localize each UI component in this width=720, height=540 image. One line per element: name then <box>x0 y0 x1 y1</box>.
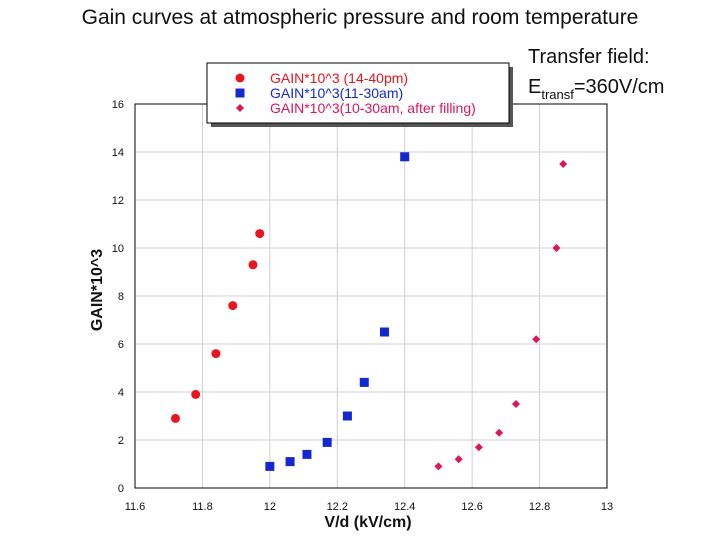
data-point-series-3 <box>552 244 561 252</box>
data-point-series-2 <box>285 457 295 467</box>
y-tick-label: 8 <box>118 291 124 303</box>
data-point-series-2 <box>359 377 369 387</box>
y-tick-label: 10 <box>112 243 124 255</box>
data-point-series-3 <box>511 400 520 408</box>
y-tick-label: 12 <box>112 195 124 207</box>
x-tick-label: 12.8 <box>529 501 550 513</box>
data-point-series-1 <box>248 260 258 270</box>
y-axis-label: GAIN*10^3 <box>89 249 106 331</box>
y-tick-label: 16 <box>112 99 124 111</box>
transfer-field-label: Transfer field: <box>528 46 650 68</box>
data-point-series-3 <box>454 455 463 464</box>
grid-lines <box>134 103 608 489</box>
x-tick-label: 11.8 <box>192 501 213 513</box>
x-tick-label: 12.6 <box>461 501 482 513</box>
x-axis-label: V/d (kV/cm) <box>324 514 411 531</box>
legend-items: GAIN*10^3 (14-40pm)GAIN*10^3(11-30am)GAI… <box>235 70 476 116</box>
y-tick-label: 0 <box>118 483 124 495</box>
legend: GAIN*10^3 (14-40pm)GAIN*10^3(11-30am)GAI… <box>206 62 513 127</box>
legend-label-1: GAIN*10^3 (14-40pm) <box>270 70 408 86</box>
y-tick-label: 14 <box>112 147 124 159</box>
data-point-series-3 <box>559 160 568 168</box>
y-tick-label: 2 <box>118 435 124 447</box>
transfer-field-annotation: Transfer field: Etransf=360V/cm <box>528 42 664 104</box>
data-point-series-3 <box>434 462 443 471</box>
data-point-series-3 <box>474 443 483 452</box>
data-point-series-2 <box>400 152 410 162</box>
x-tick-label: 11.6 <box>125 501 146 513</box>
x-tick-label: 12.2 <box>327 501 348 513</box>
data-point-series-2 <box>302 449 312 459</box>
data-point-series-3 <box>532 335 541 344</box>
x-tick-label: 12.4 <box>394 501 415 513</box>
legend-label-2: GAIN*10^3(11-30am) <box>270 85 403 101</box>
x-tick-label: 12 <box>264 501 276 513</box>
data-point-series-1 <box>255 229 265 239</box>
legend-marker-1 <box>235 73 245 83</box>
data-point-series-3 <box>495 428 504 437</box>
data-point-series-1 <box>191 389 201 399</box>
legend-label-3: GAIN*10^3(10-30am, after filling) <box>270 100 476 116</box>
transfer-field-value: Etransf=360V/cm <box>528 72 664 104</box>
transfer-field-subscript: transf <box>541 87 574 102</box>
x-tick-label: 13 <box>601 501 613 513</box>
data-point-series-2 <box>265 461 275 471</box>
chart-title: Gain curves at atmospheric pressure and … <box>81 6 639 29</box>
data-point-series-2 <box>342 411 352 421</box>
transfer-field-number: =360V/cm <box>573 76 665 98</box>
data-points <box>170 152 568 471</box>
data-point-series-1 <box>228 301 238 311</box>
y-tick-label: 6 <box>118 339 124 351</box>
data-point-series-2 <box>322 437 332 447</box>
transfer-field-symbol: E <box>528 76 542 98</box>
data-point-series-2 <box>379 327 389 337</box>
legend-marker-3 <box>236 104 244 112</box>
legend-box <box>206 62 510 124</box>
tick-labels: 11.6 11.8 12 12.2 12.4 12.6 12.8 13 0 2 4 6 8 10 12 14 1… <box>112 99 613 513</box>
y-tick-label: 4 <box>118 387 124 399</box>
legend-marker-2 <box>235 88 245 98</box>
data-point-series-1 <box>211 349 221 359</box>
data-point-series-1 <box>170 413 180 423</box>
